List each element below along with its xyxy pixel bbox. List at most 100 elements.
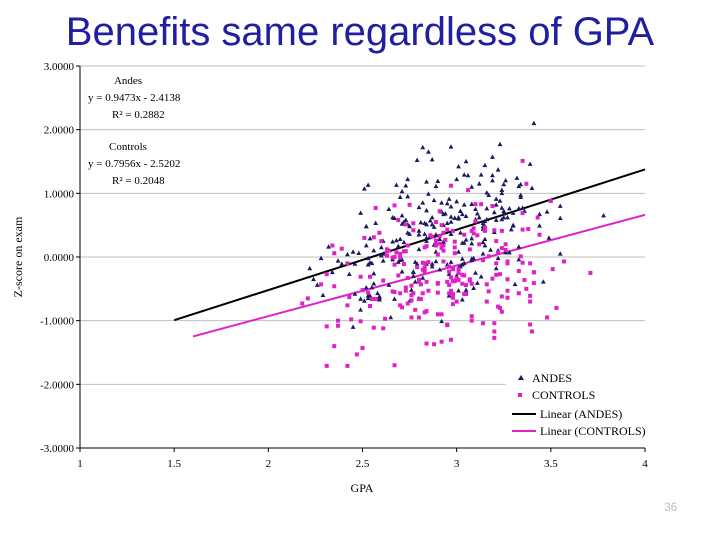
data-point-andes — [386, 206, 392, 212]
data-point-andes — [369, 284, 375, 290]
data-point-andes — [482, 218, 488, 224]
data-point-controls — [336, 318, 341, 323]
data-point-andes — [454, 199, 460, 204]
data-point-controls — [497, 272, 502, 277]
data-point-andes — [380, 258, 386, 263]
data-point-andes — [503, 249, 509, 255]
data-point-andes — [444, 220, 450, 226]
data-point-controls — [447, 291, 452, 296]
data-point-andes — [490, 172, 495, 178]
legend-label-linear-controls: Linear (CONTROLS) — [540, 424, 646, 438]
annotation-andes-r2: R² = 0.2882 — [112, 109, 165, 121]
annotation-andes-group: Andes — [114, 75, 142, 87]
data-point-controls — [452, 239, 457, 244]
data-point-controls — [530, 329, 534, 334]
data-point-andes — [307, 265, 313, 271]
data-point-controls — [450, 267, 455, 272]
data-point-controls — [405, 301, 410, 306]
data-point-controls — [505, 277, 510, 282]
data-point-andes — [416, 228, 422, 233]
x-tick-label: 1.5 — [167, 458, 181, 470]
data-point-controls — [469, 314, 474, 319]
data-point-controls — [520, 211, 525, 216]
data-point-controls — [437, 241, 442, 246]
data-point-controls — [481, 321, 486, 326]
data-point-controls — [520, 158, 525, 163]
data-points — [300, 120, 606, 368]
data-point-andes — [463, 213, 469, 219]
data-point-controls — [424, 341, 429, 346]
data-point-controls — [447, 264, 452, 269]
data-point-andes — [448, 144, 454, 149]
data-point-andes — [403, 217, 409, 222]
data-point-controls — [482, 225, 487, 230]
data-point-controls — [386, 248, 391, 253]
data-point-andes — [390, 214, 396, 220]
data-point-controls — [441, 243, 446, 248]
data-point-andes — [503, 178, 509, 183]
x-tick-label: 3.5 — [544, 458, 558, 470]
data-point-controls — [548, 198, 553, 203]
data-point-andes — [495, 255, 501, 261]
data-point-controls — [445, 227, 450, 232]
data-point-controls — [435, 281, 440, 286]
y-tick-label: 3.0000 — [44, 61, 75, 73]
data-point-andes — [410, 273, 416, 278]
data-point-andes — [418, 220, 424, 225]
x-tick-labels: 1 1.5 2 2.5 3 3.5 4 — [77, 448, 648, 470]
data-point-controls — [398, 251, 403, 256]
data-point-controls — [522, 277, 527, 282]
data-point-andes — [469, 257, 475, 262]
data-point-controls — [528, 293, 533, 298]
data-point-andes — [429, 221, 435, 227]
data-point-andes — [458, 230, 463, 235]
data-point-andes — [531, 120, 537, 126]
data-point-controls — [439, 312, 444, 317]
data-point-andes — [474, 211, 480, 216]
data-point-controls — [528, 261, 533, 266]
data-point-controls — [535, 215, 540, 220]
data-point-controls — [426, 288, 431, 293]
data-point-andes — [469, 184, 475, 189]
data-point-controls — [345, 261, 350, 266]
data-point-controls — [345, 303, 350, 308]
data-point-andes — [435, 178, 441, 184]
data-point-controls — [486, 254, 491, 259]
data-point-andes — [363, 284, 369, 290]
data-point-andes — [429, 261, 435, 266]
data-point-andes — [371, 270, 377, 276]
data-point-andes — [454, 176, 460, 182]
page-number: 36 — [664, 500, 678, 514]
data-point-controls — [433, 238, 438, 243]
data-point-controls — [409, 298, 414, 303]
data-point-controls — [499, 309, 504, 314]
data-point-controls — [422, 310, 427, 315]
trendlines — [173, 168, 646, 338]
data-point-andes — [395, 243, 401, 248]
data-point-andes — [424, 238, 429, 243]
data-point-controls — [494, 272, 499, 277]
data-point-controls — [471, 231, 476, 236]
data-point-andes — [326, 244, 331, 249]
data-point-controls — [422, 245, 427, 250]
data-point-controls — [550, 267, 555, 272]
trendline-controls — [192, 213, 646, 338]
data-point-controls — [452, 245, 457, 250]
data-point-controls — [336, 323, 341, 328]
data-point-andes — [544, 209, 550, 214]
data-point-andes — [446, 196, 452, 201]
x-tick-label: 2.5 — [356, 458, 370, 470]
data-point-andes — [429, 263, 435, 269]
data-point-controls — [484, 282, 489, 287]
data-point-andes — [452, 215, 458, 220]
data-point-controls — [452, 251, 457, 256]
data-point-controls — [524, 286, 529, 291]
data-point-andes — [512, 281, 518, 287]
data-point-andes — [373, 220, 379, 226]
data-point-controls — [403, 249, 408, 254]
data-point-controls — [332, 251, 337, 256]
data-point-andes — [439, 318, 444, 324]
data-point-andes — [350, 249, 356, 254]
annotation-controls-equation: y = 0.7956x - 2.5202 — [88, 158, 180, 170]
